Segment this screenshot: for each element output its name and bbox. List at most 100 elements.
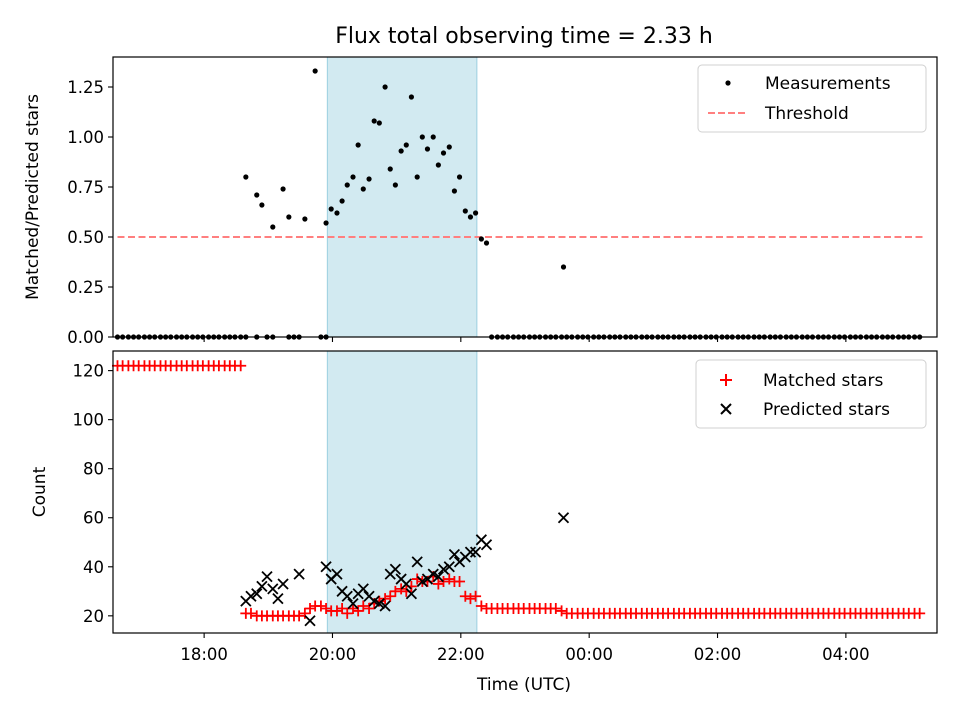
measurement-point bbox=[424, 146, 431, 152]
predicted-star-point bbox=[443, 561, 455, 573]
measurement-point bbox=[344, 182, 350, 188]
top-y-axis: 0.00 0.25 0.50 0.75 1.00 1.25 bbox=[67, 78, 113, 347]
predicted-star-point bbox=[357, 583, 369, 595]
predicted-star-point bbox=[557, 512, 570, 524]
predicted-star-point bbox=[480, 539, 493, 551]
legend-measurements-label: Measurements bbox=[765, 74, 891, 94]
matched-star-point bbox=[443, 573, 455, 585]
measurement-point bbox=[350, 174, 356, 180]
matched-star-point bbox=[299, 607, 311, 619]
x-axis-label: Time (UTC) bbox=[476, 675, 571, 695]
top-y-tick-label: 0.00 bbox=[67, 328, 104, 347]
bottom-y-tick-label: 100 bbox=[73, 411, 105, 430]
x-tick-label: 18:00 bbox=[180, 645, 228, 664]
predicted-star-point bbox=[331, 568, 343, 580]
top-y-tick-label: 1.25 bbox=[67, 78, 104, 97]
measurement-point bbox=[355, 142, 361, 148]
bottom-panel: 20 40 60 80 100 120 18:00 20:00 22:00 00:00 02:00… bbox=[30, 350, 938, 695]
predicted-star-point bbox=[277, 578, 289, 590]
matched-star-point bbox=[293, 610, 305, 622]
matched-star-point bbox=[464, 593, 476, 605]
measurement-point bbox=[259, 202, 265, 208]
predicted-star-point bbox=[251, 588, 263, 600]
matched-star-point bbox=[914, 607, 926, 619]
top-x-ticks bbox=[203, 337, 847, 342]
matched-star-point bbox=[363, 602, 375, 614]
legend-predicted-label: Predicted stars bbox=[763, 400, 890, 420]
measurement-point bbox=[462, 208, 468, 214]
bottom-y-tick-label: 80 bbox=[83, 460, 104, 479]
predicted-star-point bbox=[448, 548, 461, 561]
top-y-tick-label: 0.75 bbox=[67, 178, 104, 197]
matched-star-point bbox=[550, 602, 562, 614]
matched-star-point bbox=[357, 600, 369, 612]
legend-matched-marker bbox=[720, 374, 732, 386]
matched-star-point bbox=[389, 585, 401, 597]
measurement-point bbox=[286, 214, 292, 220]
measurement-point bbox=[440, 150, 447, 156]
top-y-tick-label: 0.50 bbox=[67, 228, 104, 247]
legend-matched-label: Matched stars bbox=[763, 371, 883, 391]
measurement-point bbox=[366, 176, 372, 182]
predicted-star-point bbox=[400, 578, 412, 590]
matched-star-point bbox=[556, 605, 568, 617]
measurement-point bbox=[312, 68, 318, 74]
legend-threshold-label: Threshold bbox=[764, 104, 849, 124]
top-y-tick-label: 0.25 bbox=[67, 278, 104, 297]
predicted-star-point bbox=[405, 588, 418, 600]
top-highlight-span bbox=[326, 56, 478, 338]
measurement-point bbox=[435, 162, 441, 168]
x-tick-label: 20:00 bbox=[309, 645, 357, 664]
measurement-point bbox=[478, 236, 484, 242]
matched-star-point bbox=[475, 600, 487, 612]
predicted-star-point bbox=[389, 563, 402, 575]
predicted-star-point bbox=[469, 546, 482, 558]
x-tick-label: 00:00 bbox=[565, 645, 613, 664]
matched-star-point bbox=[245, 607, 257, 619]
measurement-point bbox=[483, 240, 490, 246]
matched-star-point bbox=[341, 607, 353, 619]
measurement-point bbox=[360, 186, 366, 192]
bottom-y-axis: 20 40 60 80 100 120 bbox=[73, 362, 113, 626]
predicted-star-point bbox=[293, 568, 305, 580]
measurement-point bbox=[328, 206, 334, 212]
x-tick-label: 02:00 bbox=[694, 645, 742, 664]
matched-star-point bbox=[454, 576, 466, 588]
bottom-y-tick-label: 40 bbox=[83, 558, 104, 577]
predicted-star-point bbox=[245, 590, 257, 602]
observing-window-span bbox=[326, 56, 478, 338]
measurement-point bbox=[302, 216, 308, 222]
matched-star-point bbox=[432, 578, 444, 590]
measurement-point bbox=[323, 220, 329, 226]
measurement-point bbox=[560, 264, 567, 270]
legend-predicted-marker bbox=[720, 403, 732, 415]
predicted-star-point bbox=[379, 600, 391, 612]
matched-star-point bbox=[352, 605, 364, 617]
predicted-star-point bbox=[272, 593, 284, 605]
predicted-star-point bbox=[373, 597, 385, 610]
measurement-point bbox=[382, 84, 388, 90]
measurement-point bbox=[472, 210, 479, 216]
measurement-point bbox=[451, 188, 458, 194]
x-tick-label: 22:00 bbox=[437, 645, 485, 664]
top-panel: 0.00 0.25 0.50 0.75 1.00 1.25 Matched/Predict… bbox=[23, 56, 938, 347]
matched-star-point bbox=[336, 602, 348, 614]
matched-star-point bbox=[331, 605, 343, 617]
bottom-legend: Matched stars Predicted stars bbox=[695, 359, 927, 429]
matched-star-point bbox=[379, 593, 391, 605]
bottom-y-axis-label: Count bbox=[30, 466, 50, 517]
matched-star-point bbox=[437, 576, 449, 588]
measurement-point bbox=[467, 214, 474, 220]
matched-star-point bbox=[459, 590, 471, 602]
predicted-star-point bbox=[437, 563, 450, 575]
measurement-point bbox=[414, 174, 420, 180]
predicted-star-point bbox=[341, 590, 353, 602]
predicted-star-point bbox=[464, 546, 477, 558]
predicted-star-point bbox=[256, 580, 268, 593]
predicted-star-point bbox=[347, 597, 359, 610]
x-tick-label: 04:00 bbox=[822, 645, 870, 664]
measurement-point bbox=[403, 142, 409, 148]
bottom-x-axis: 18:00 20:00 22:00 00:00 02:00 04:00 bbox=[180, 633, 870, 664]
measurement-point bbox=[254, 192, 260, 198]
top-y-tick-label: 1.00 bbox=[67, 128, 104, 147]
